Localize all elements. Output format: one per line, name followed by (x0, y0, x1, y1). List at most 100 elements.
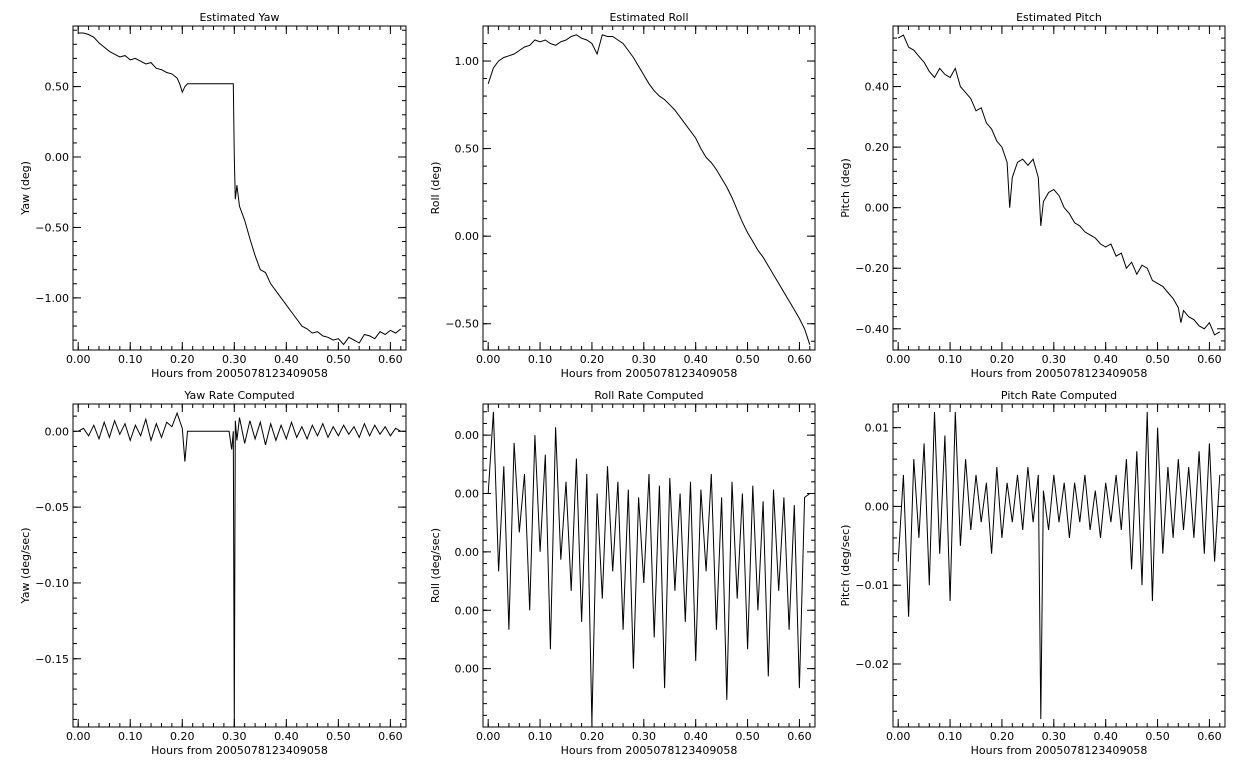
y-tick-label: −0.20 (855, 262, 889, 275)
chart-title: Pitch Rate Computed (1001, 389, 1117, 402)
data-series-line (897, 34, 1221, 336)
x-tick-label: 0.40 (1093, 353, 1118, 366)
x-tick-label: 0.20 (170, 353, 195, 366)
y-tick-label: 0.00 (455, 429, 480, 442)
x-tick-label: 0.10 (118, 353, 143, 366)
data-series-line (78, 32, 402, 346)
y-tick-label: 1.00 (455, 55, 480, 68)
y-tick-label: 0.00 (45, 151, 70, 164)
x-tick-label: 0.30 (632, 353, 657, 366)
x-axis-label: Hours from 2005078123409058 (971, 744, 1148, 757)
y-tick-label: 0.00 (455, 546, 480, 559)
x-tick-label: 0.20 (170, 730, 195, 743)
x-axis-label: Hours from 2005078123409058 (151, 367, 328, 380)
y-tick-label: 0.40 (865, 81, 890, 94)
plot-frame (892, 25, 1226, 351)
x-tick-label: 0.60 (1197, 353, 1222, 366)
x-tick-label: 0.50 (1145, 353, 1170, 366)
x-tick-label: 0.50 (735, 730, 760, 743)
y-tick-label: 0.00 (45, 425, 70, 438)
x-tick-label: 0.30 (1042, 353, 1067, 366)
x-tick-label: 0.50 (326, 353, 351, 366)
plot-frame (892, 403, 1226, 728)
x-tick-label: 0.60 (378, 730, 403, 743)
data-series-line (487, 34, 811, 345)
y-tick-label: 0.20 (865, 141, 890, 154)
chart-panel-4: Yaw Rate Computed Hours from 200507812340… (19, 389, 407, 757)
x-tick-label: 0.60 (787, 730, 812, 743)
y-tick-label: 0.01 (865, 422, 890, 435)
x-tick-label: 0.50 (1145, 730, 1170, 743)
x-axis-label: Hours from 2005078123409058 (561, 367, 738, 380)
x-tick-label: 0.00 (476, 730, 501, 743)
y-tick-label: 0.00 (865, 500, 890, 513)
x-tick-label: 0.00 (66, 353, 91, 366)
x-tick-label: 0.00 (66, 730, 91, 743)
x-tick-label: 0.00 (886, 730, 911, 743)
x-tick-label: 0.20 (990, 730, 1015, 743)
x-tick-label: 0.40 (683, 730, 708, 743)
y-tick-label: −0.01 (855, 579, 889, 592)
chart-title: Yaw Rate Computed (183, 389, 294, 402)
x-tick-label: 0.10 (528, 730, 553, 743)
x-axis-label: Hours from 2005078123409058 (561, 744, 738, 757)
x-tick-label: 0.30 (222, 730, 247, 743)
y-tick-label: −1.00 (35, 292, 69, 305)
x-axis-label: Hours from 2005078123409058 (971, 367, 1148, 380)
y-axis-label: Yaw (deg/sec) (19, 527, 32, 604)
x-tick-label: 0.60 (787, 353, 812, 366)
data-series-line (487, 411, 811, 724)
x-tick-label: 0.30 (1042, 730, 1067, 743)
chart-title: Roll Rate Computed (594, 389, 703, 402)
chart-panel-1: Estimated Yaw Hours from 2005078123409058… (19, 11, 407, 380)
y-tick-label: 0.00 (455, 604, 480, 617)
y-tick-label: 0.50 (45, 81, 70, 94)
y-tick-label: −0.02 (855, 658, 889, 671)
x-axis-label: Hours from 2005078123409058 (151, 744, 328, 757)
chart-panel-5: Roll Rate Computed Hours from 20050781234… (429, 389, 816, 757)
y-tick-label: 0.00 (455, 488, 480, 501)
y-tick-label: −0.05 (35, 501, 69, 514)
y-axis-label: Roll (deg) (429, 162, 442, 215)
x-tick-label: 0.10 (118, 730, 143, 743)
plot-frame (72, 25, 407, 351)
x-tick-label: 0.10 (938, 730, 963, 743)
x-tick-label: 0.50 (326, 730, 351, 743)
y-axis-label: Pitch (deg) (839, 158, 852, 218)
data-series-line (897, 411, 1221, 720)
x-tick-label: 0.30 (632, 730, 657, 743)
x-tick-label: 0.10 (938, 353, 963, 366)
y-tick-label: −0.10 (35, 577, 69, 590)
x-tick-label: 0.20 (580, 353, 605, 366)
data-series-line (77, 411, 402, 728)
plot-frame (482, 25, 816, 351)
y-tick-label: 0.00 (455, 663, 480, 676)
y-tick-label: −0.50 (35, 221, 69, 234)
y-tick-label: 0.50 (455, 143, 480, 156)
y-tick-label: 0.00 (455, 230, 480, 243)
y-axis-label: Pitch (deg/sec) (839, 525, 852, 607)
x-tick-label: 0.00 (476, 353, 501, 366)
x-tick-label: 0.40 (1093, 730, 1118, 743)
x-tick-label: 0.50 (735, 353, 760, 366)
chart-title: Estimated Yaw (199, 11, 279, 24)
chart-panel-2: Estimated Roll Hours from 200507812340905… (429, 11, 816, 380)
x-tick-label: 0.60 (1197, 730, 1222, 743)
x-tick-label: 0.10 (528, 353, 553, 366)
plot-frame (72, 403, 407, 728)
x-tick-label: 0.40 (274, 353, 299, 366)
y-axis-label: Roll (deg/sec) (429, 528, 442, 603)
y-axis-label: Yaw (deg) (19, 161, 32, 216)
x-tick-label: 0.20 (580, 730, 605, 743)
x-tick-label: 0.40 (683, 353, 708, 366)
x-tick-label: 0.30 (222, 353, 247, 366)
chart-title: Estimated Pitch (1016, 11, 1102, 24)
chart-title: Estimated Roll (609, 11, 688, 24)
chart-panel-6: Pitch Rate Computed Hours from 2005078123… (839, 389, 1226, 757)
y-tick-label: −0.40 (855, 323, 889, 336)
x-tick-label: 0.60 (378, 353, 403, 366)
x-tick-label: 0.00 (886, 353, 911, 366)
y-tick-label: −0.15 (35, 653, 69, 666)
x-tick-label: 0.20 (990, 353, 1015, 366)
